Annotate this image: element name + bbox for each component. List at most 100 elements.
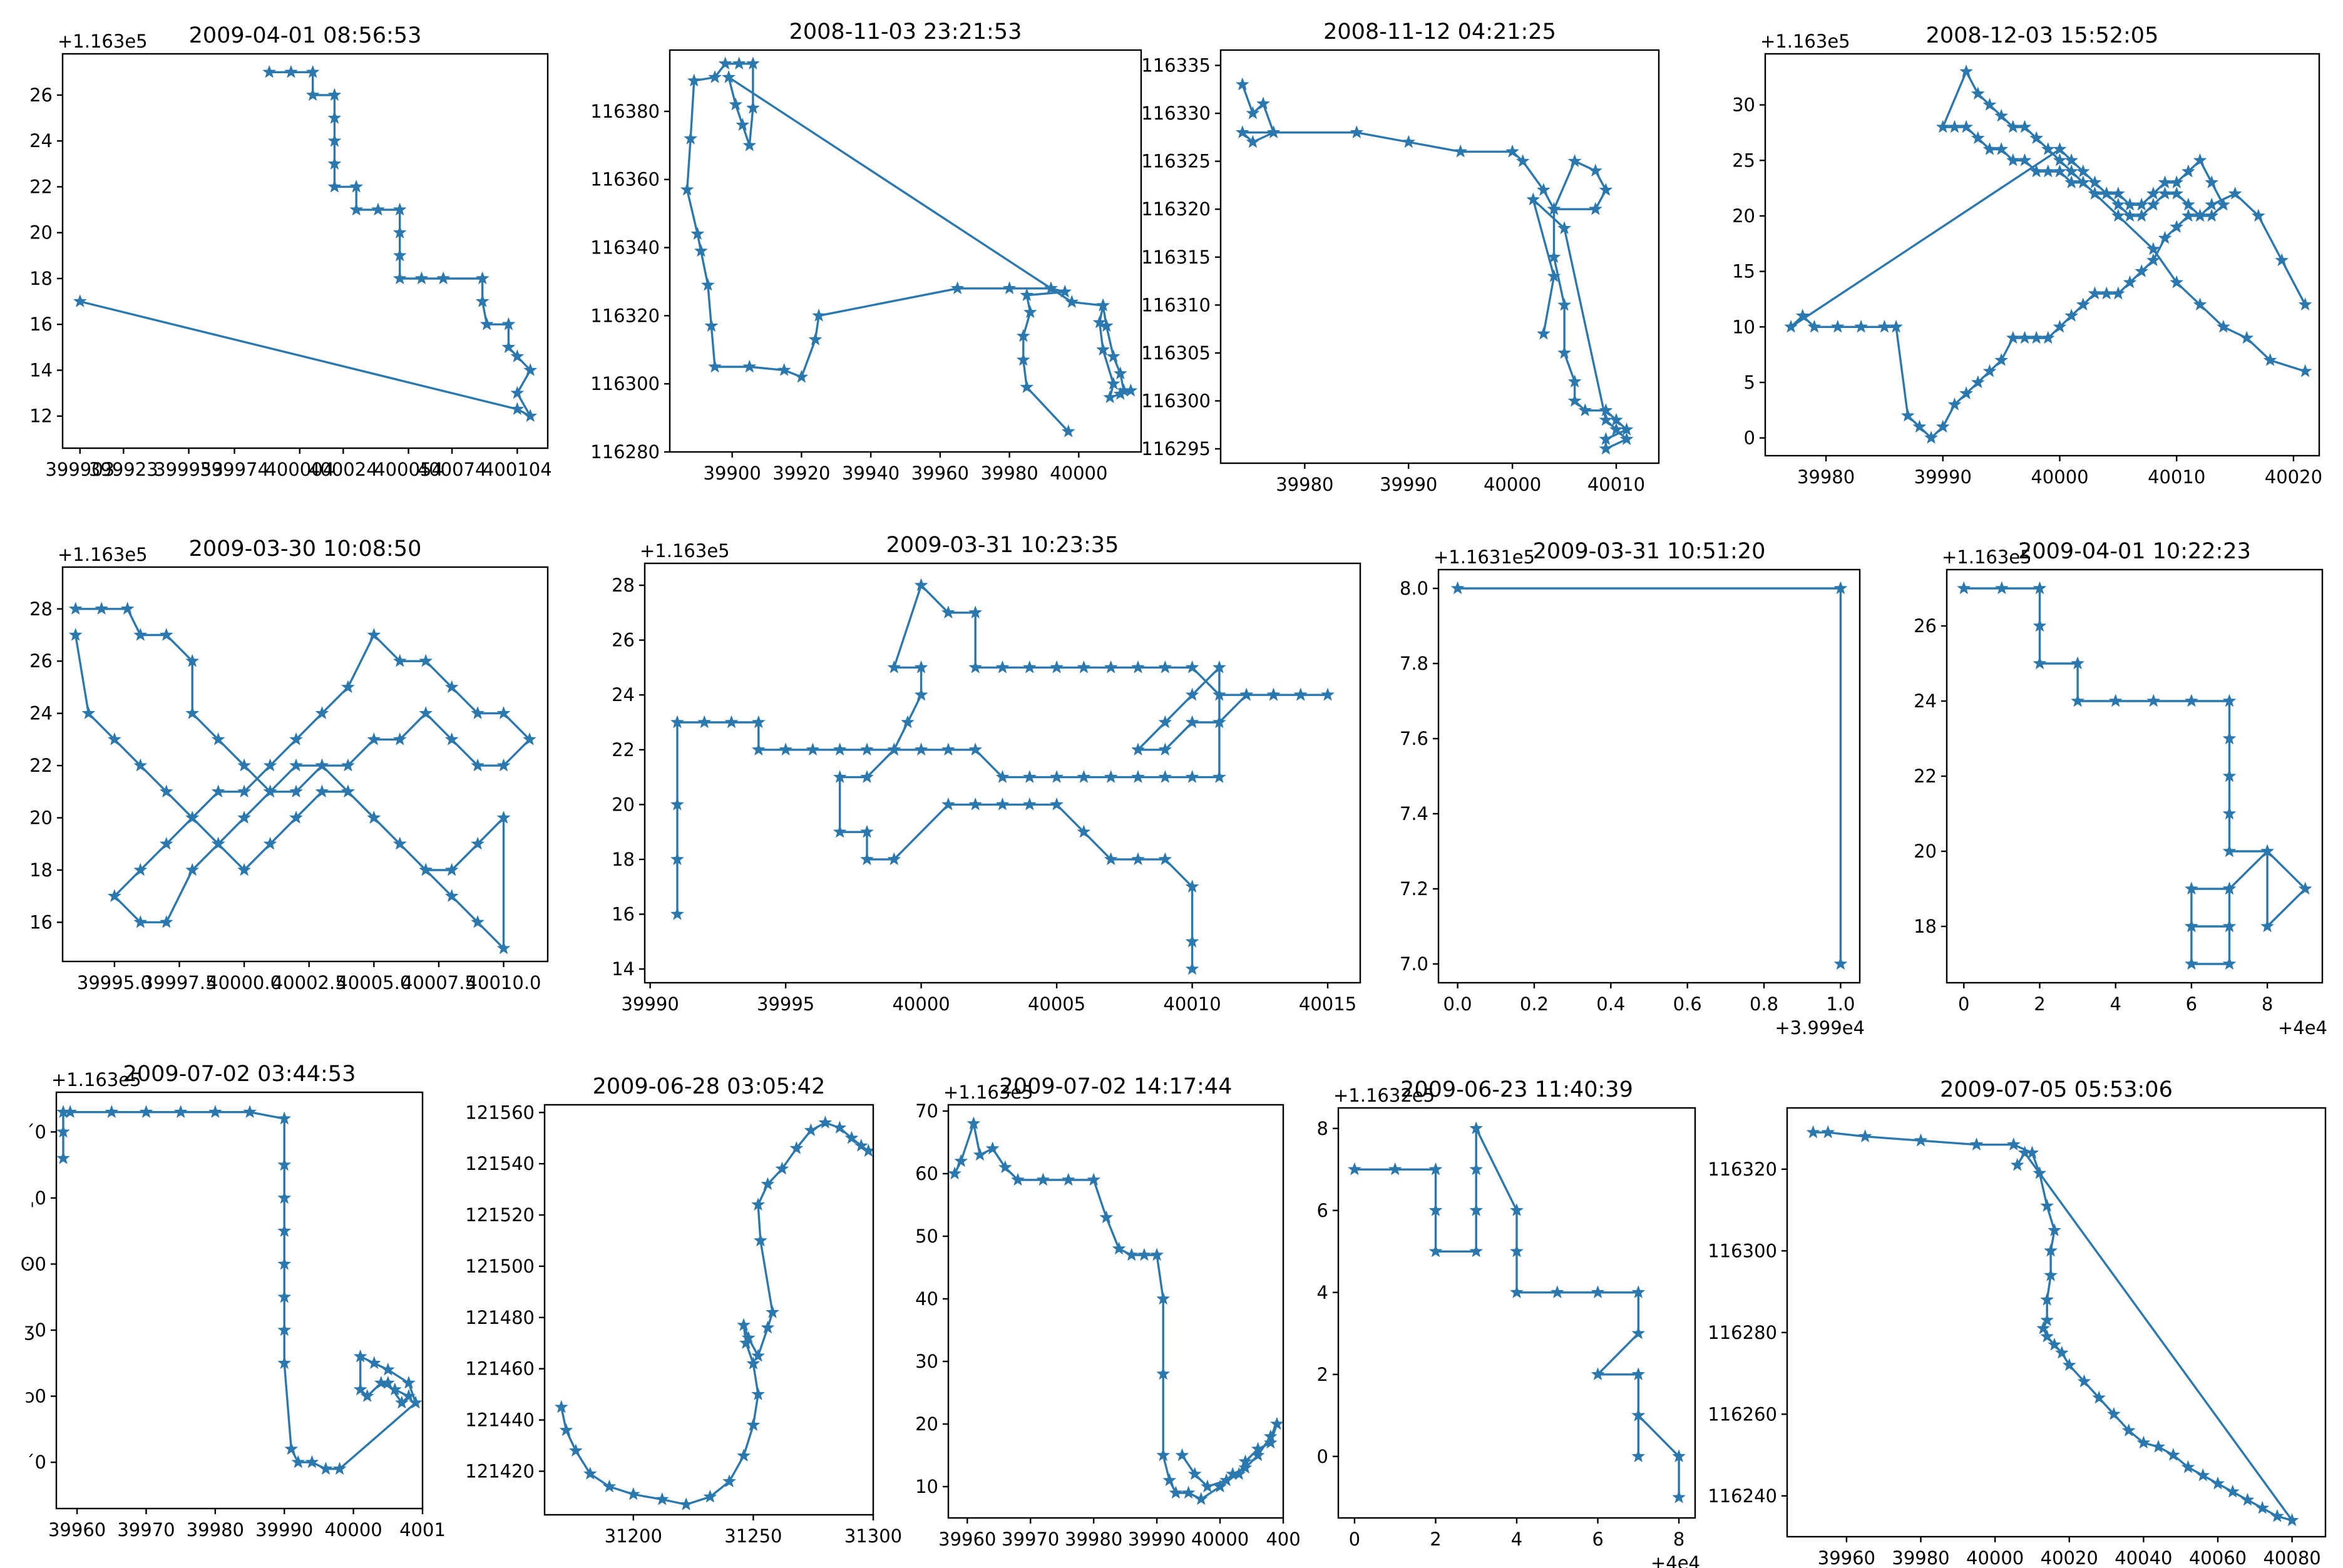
data-point: [277, 1224, 292, 1237]
data-point: [1002, 281, 1017, 295]
data-point: [2222, 806, 2237, 820]
data-point: [860, 852, 874, 866]
data-point: [1947, 397, 1962, 411]
y-tick-label: 7.0: [1400, 953, 1428, 975]
data-point: [1181, 1485, 1196, 1499]
y-tick-label: 116340: [590, 237, 660, 259]
data-point: [523, 732, 536, 746]
data-point: [237, 784, 251, 798]
data-point: [349, 202, 364, 216]
x-offset-label: +3.999e4: [1775, 1017, 1865, 1038]
data-point: [1256, 96, 1270, 110]
data-point: [2263, 353, 2277, 366]
data-point: [2108, 694, 2123, 707]
data-point: [341, 758, 355, 772]
data-point: [2275, 253, 2289, 267]
data-point: [1020, 380, 1034, 393]
y-tick-label: 5: [1744, 372, 1755, 393]
data-point: [291, 1455, 305, 1468]
data-point: [1631, 1367, 1646, 1380]
data-point: [968, 660, 983, 674]
data-point: [2205, 208, 2219, 222]
x-tick-label: 39920: [772, 463, 830, 484]
y-tick-label: ʒ0: [24, 1319, 46, 1341]
data-point: [2121, 1423, 2136, 1437]
data-point: [419, 863, 433, 876]
data-point: [392, 271, 407, 285]
x-tick-label: 39990: [1380, 474, 1437, 495]
data-point: [475, 294, 490, 307]
data-point: [2076, 164, 2090, 178]
x-tick-label: 40002.5: [272, 972, 347, 993]
x-tick-label: 0.8: [1750, 993, 1778, 1015]
x-tick-label: 39960: [911, 463, 969, 484]
data-point: [914, 687, 928, 701]
data-point: [737, 1318, 751, 1331]
data-point: [1106, 349, 1120, 362]
y-tick-label: 50: [915, 1226, 938, 1247]
y-tick-label: 116320: [1141, 198, 1211, 220]
series-line: [685, 63, 1132, 433]
y-tick-label: 22: [29, 755, 53, 776]
y-tick-label: 24: [29, 703, 53, 724]
x-tick-label: 39990: [255, 1519, 313, 1540]
data-point: [2298, 881, 2312, 895]
x-tick-label: 40000: [324, 1519, 382, 1540]
data-point: [2029, 331, 2044, 344]
data-point: [185, 811, 200, 824]
data-point: [277, 1191, 292, 1204]
data-point: [777, 362, 791, 376]
data-point: [2205, 197, 2219, 211]
data-point: [1113, 366, 1127, 380]
data-point: [289, 732, 303, 746]
series-line: [74, 608, 531, 950]
data-point: [775, 1161, 789, 1175]
x-tick-label: 39995: [757, 993, 814, 1015]
data-point: [2182, 208, 2195, 222]
data-point: [1156, 1448, 1171, 1462]
data-point: [211, 732, 225, 746]
data-point: [2017, 153, 2032, 167]
x-tick-label: 40010: [1587, 474, 1645, 495]
y-tick-label: 116330: [1141, 103, 1211, 124]
data-point: [2240, 331, 2254, 344]
subplot-13: 39960 39980 40000 40020 40040 40060 40080 11624…: [1708, 1077, 2327, 1568]
y-tick-label: 121460: [465, 1358, 535, 1380]
data-point: [1131, 852, 1145, 866]
data-point: [510, 386, 525, 399]
data-point: [471, 836, 484, 850]
data-point: [833, 742, 847, 756]
x-tick-label: 400104: [483, 459, 552, 480]
data-point: [2123, 275, 2137, 289]
data-point: [1971, 375, 1985, 389]
data-point: [729, 97, 743, 111]
data-point: [332, 1462, 347, 1475]
subplot-11: 39960 39970 39980 39990 40000 400 10 20 30 40 50 60…: [915, 1074, 1301, 1550]
data-point: [1235, 77, 1249, 91]
data-point: [2252, 208, 2265, 222]
data-point: [2017, 1145, 2032, 1159]
data-point: [523, 363, 538, 376]
chart-title: 2009-06-23 11:40:39: [1400, 1077, 1633, 1102]
data-point: [708, 359, 722, 373]
data-point: [319, 1462, 333, 1475]
y-tick-label: 22: [612, 739, 635, 761]
x-tick-label: 39980: [1892, 1547, 1949, 1568]
x-tick-label: 0: [1349, 1529, 1360, 1550]
data-point: [2062, 1358, 2076, 1371]
data-point: [471, 758, 484, 772]
data-point: [211, 784, 225, 798]
data-point: [1858, 1129, 1872, 1142]
data-point: [1219, 1473, 1234, 1487]
data-point: [371, 202, 385, 216]
data-point: [2071, 656, 2084, 670]
data-point: [133, 915, 148, 928]
data-point: [1263, 1435, 1278, 1449]
data-point: [2088, 286, 2102, 300]
y-tick-label: 116260: [1708, 1403, 1777, 1425]
data-point: [1428, 1244, 1443, 1258]
y-tick-label: 116305: [1141, 342, 1211, 364]
data-point: [761, 1320, 775, 1334]
subplot-10: 31200 31250 31300 121420 121440 121460 121480 1…: [465, 1074, 902, 1547]
data-point: [1022, 660, 1037, 674]
